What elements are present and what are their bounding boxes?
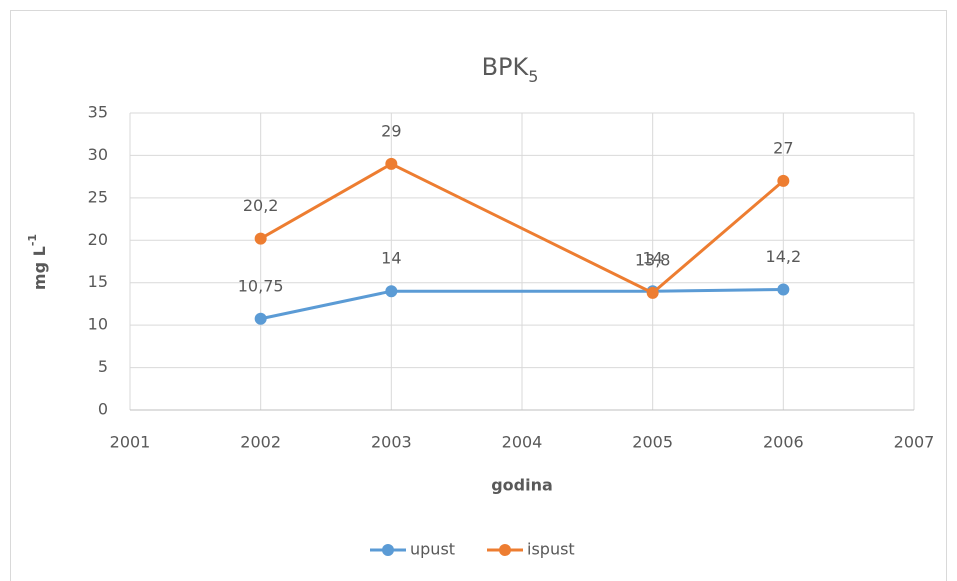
data-label: 13,8: [635, 250, 671, 269]
data-point: [777, 283, 790, 296]
data-point: [254, 312, 267, 325]
y-tick-label: 20: [88, 230, 108, 249]
legend-label: upust: [410, 540, 455, 559]
ylabel-main: mg L: [30, 246, 49, 290]
y-tick-label: 35: [88, 103, 108, 122]
legend-marker: [499, 544, 511, 556]
series-line: [260, 288, 784, 321]
data-point: [385, 157, 398, 170]
y-tick-label: 15: [88, 272, 108, 291]
legend-label: ispust: [527, 540, 575, 559]
data-label: 14: [642, 249, 662, 268]
chart-title: BPK5: [482, 53, 539, 86]
data-point: [254, 232, 267, 245]
x-axis-label: godina: [491, 476, 553, 495]
y-axis-label: mg L-1: [26, 234, 49, 290]
chart-frame: [10, 10, 947, 581]
data-label: 20,2: [243, 196, 279, 215]
data-point: [777, 174, 790, 187]
y-tick-label: 10: [88, 315, 108, 334]
x-tick-label: 2006: [763, 433, 804, 452]
title-main: BPK: [482, 53, 530, 81]
x-tick-label: 2004: [502, 433, 543, 452]
x-tick-label: 2001: [110, 433, 151, 452]
data-label: 14: [381, 249, 401, 268]
data-label: 10,75: [238, 276, 284, 295]
y-tick-label: 25: [88, 187, 108, 206]
x-tick-label: 2003: [371, 433, 412, 452]
data-point: [646, 286, 659, 299]
data-label: 29: [381, 121, 401, 140]
x-tick-label: 2002: [240, 433, 281, 452]
legend-marker: [382, 544, 394, 556]
series-line: [259, 162, 785, 295]
y-tick-label: 0: [98, 400, 108, 419]
data-label: 27: [773, 138, 793, 157]
y-tick-label: 30: [88, 145, 108, 164]
x-tick-label: 2007: [894, 433, 935, 452]
ylabel-superscript: -1: [26, 234, 39, 246]
data-point: [385, 285, 398, 298]
x-tick-label: 2005: [632, 433, 673, 452]
data-label: 14,2: [766, 247, 802, 266]
y-tick-label: 5: [98, 357, 108, 376]
title-subscript: 5: [528, 67, 538, 86]
